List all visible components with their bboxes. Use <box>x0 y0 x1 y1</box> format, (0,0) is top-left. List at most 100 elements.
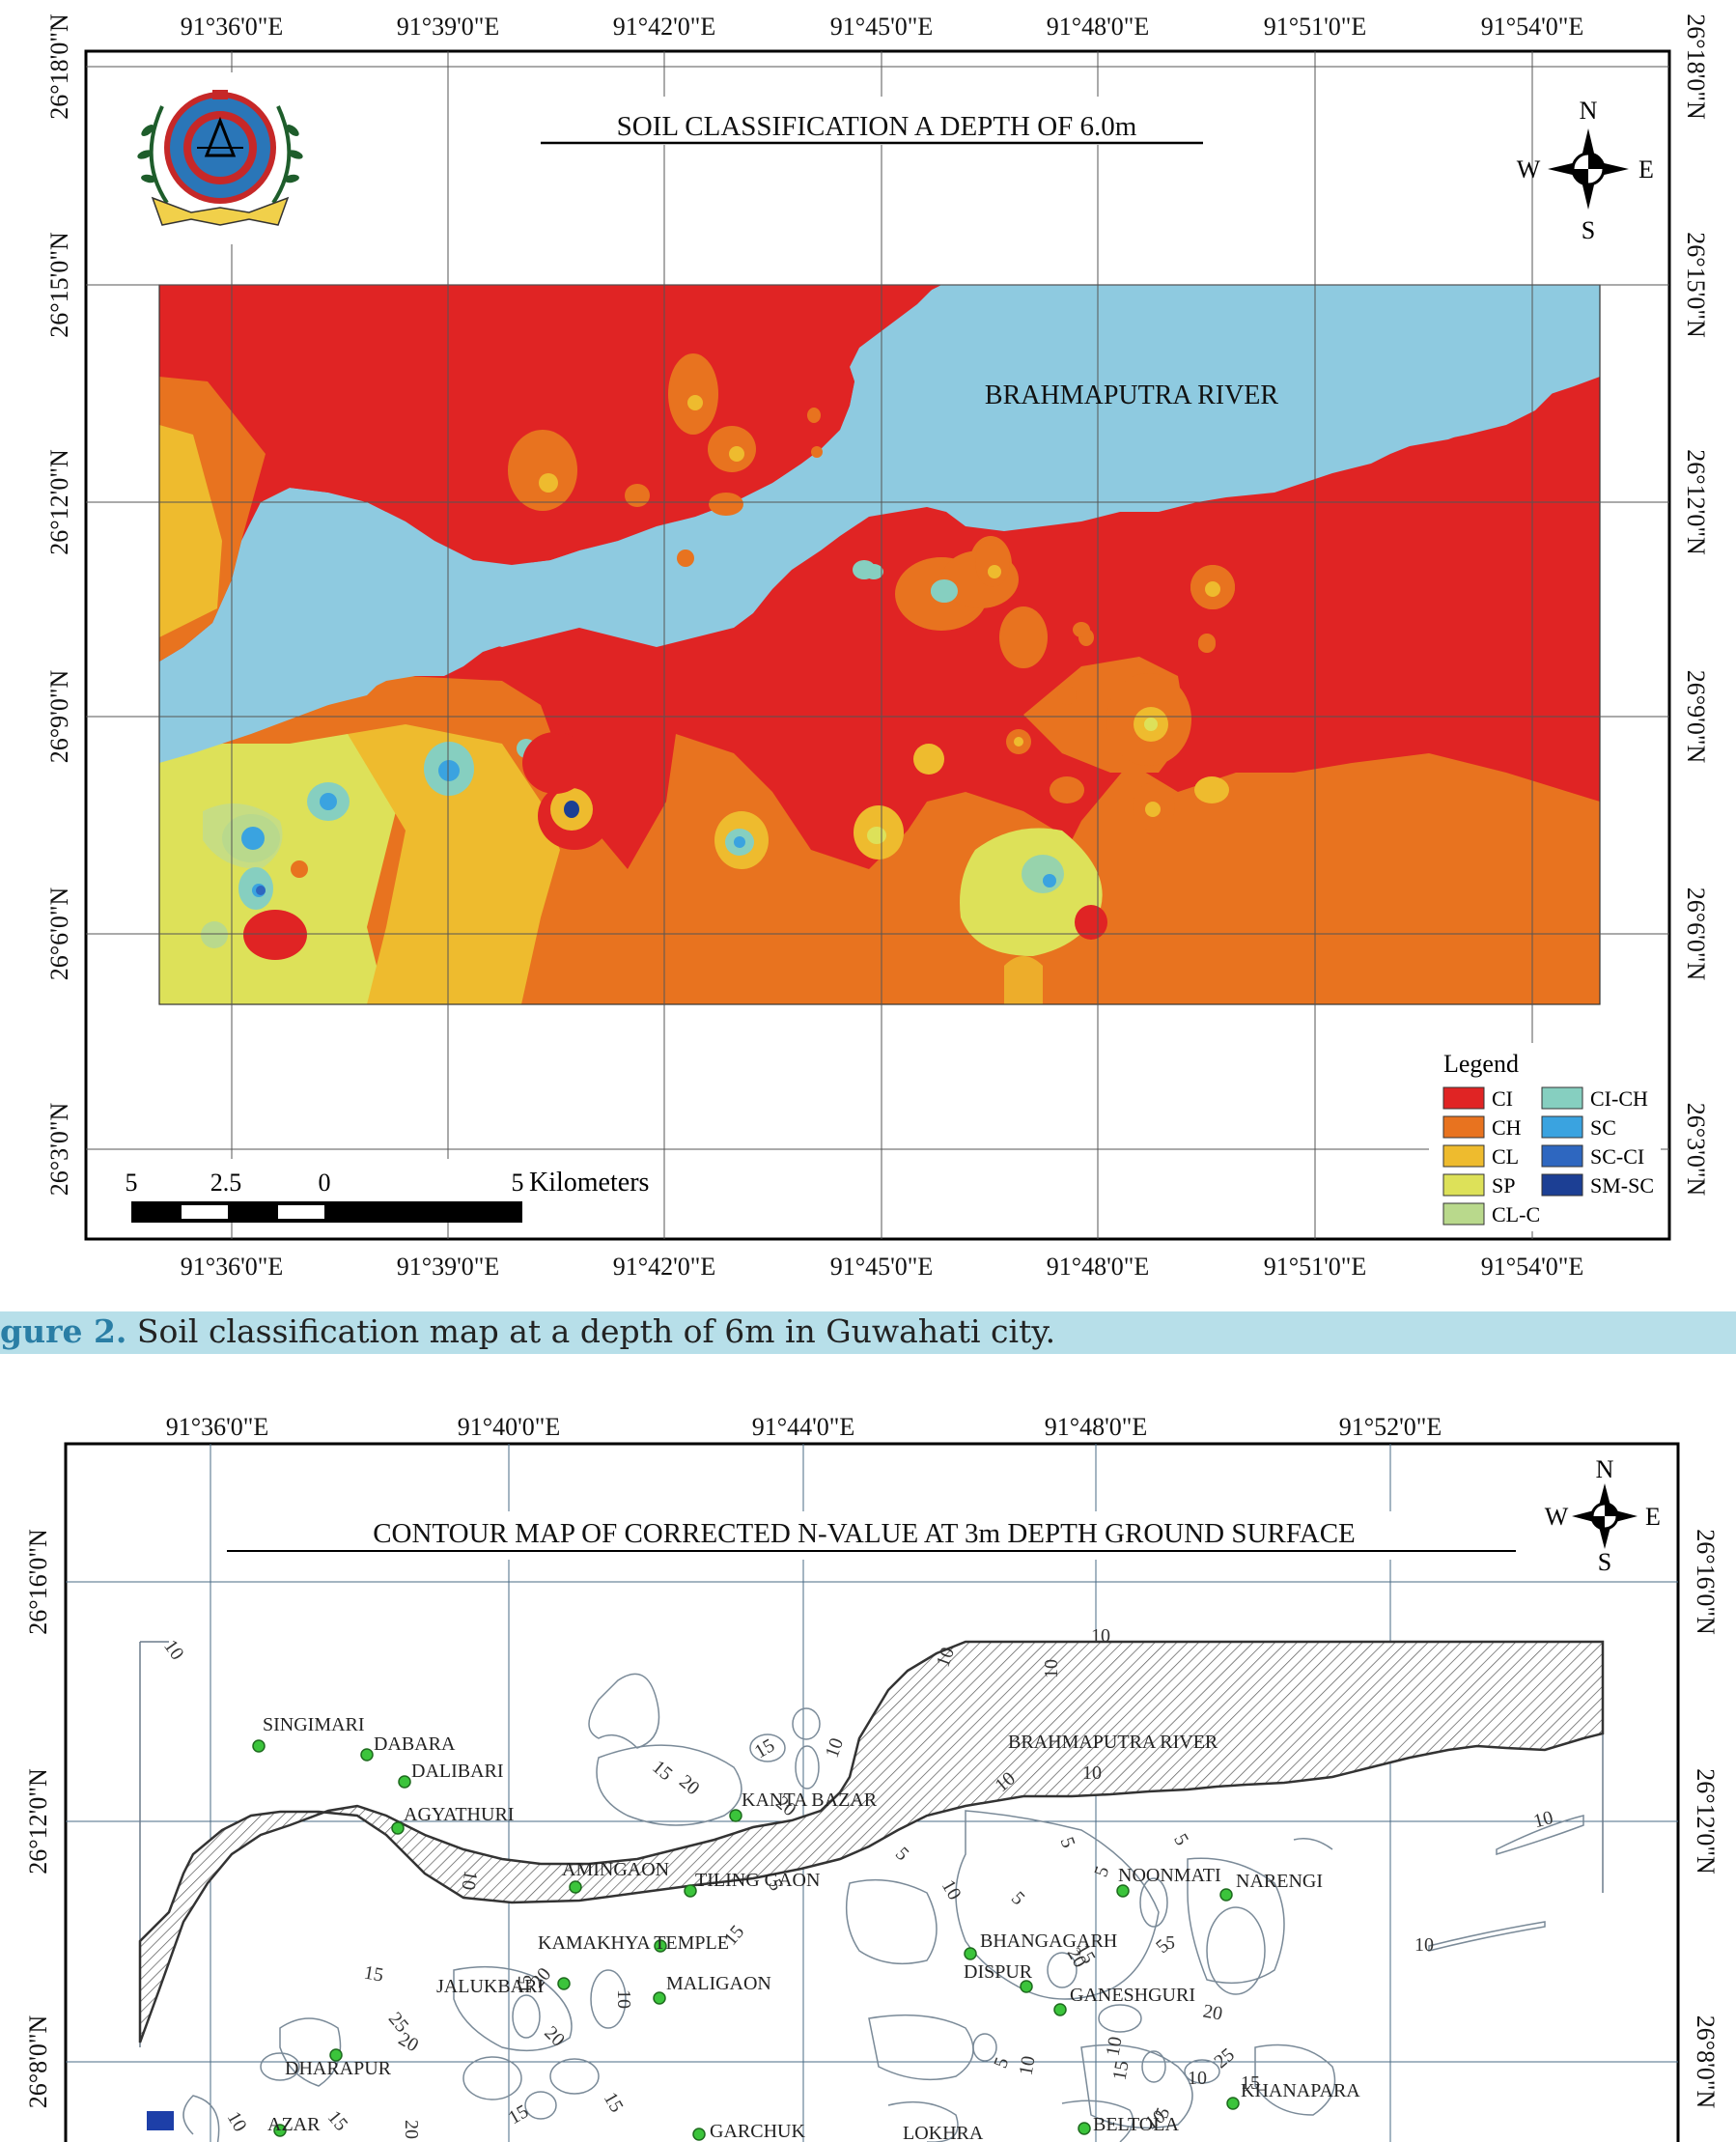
contour-label: 20 <box>540 2022 569 2051</box>
place-marker <box>653 1991 666 2005</box>
legend-label-sc: SC <box>1590 1115 1616 1140</box>
lon-label: 91°39'0"E <box>397 1253 500 1281</box>
lat-label: 26°15'0"N <box>1682 232 1710 338</box>
legend-label-sc-ci: SC-CI <box>1590 1144 1644 1169</box>
contour-label: 10 <box>938 1876 966 1903</box>
place-marker <box>329 2048 343 2062</box>
place-label: KHANAPARA <box>1241 2080 1360 2101</box>
compass-n: N <box>1596 1455 1614 1483</box>
places: SINGIMARI DABARA DALIBARI AGYATHURI KANTA BA… <box>252 1714 1360 2142</box>
scale-label: 5 <box>512 1169 524 1197</box>
lat-label: 26°18'0"N <box>45 14 73 120</box>
place-label: AZAR <box>267 2114 321 2135</box>
place-label: DHARAPUR <box>285 2058 392 2079</box>
place-marker <box>654 1939 667 1953</box>
compass-s: S <box>1598 1548 1611 1576</box>
river-label: BRAHMAPUTRA RIVER <box>985 380 1278 410</box>
place-marker <box>391 1821 405 1835</box>
contour-label: 5 <box>1090 1863 1113 1879</box>
map1-lon-labels-bottom: 91°36'0"E 91°39'0"E 91°42'0"E 91°45'0"E … <box>181 1253 1584 1281</box>
lon-label: 91°51'0"E <box>1264 13 1367 41</box>
legend: Legend CI CH CL SP CL-C CI-CH SC SC-CI SM-SC <box>1429 1043 1661 1231</box>
compass-w: W <box>1517 155 1541 183</box>
lon-label: 91°42'0"E <box>613 13 716 41</box>
legend-label-cl: CL <box>1492 1144 1519 1169</box>
legend-label-ch: CH <box>1492 1115 1522 1140</box>
legend-swatch-ci-ch <box>1541 1086 1583 1110</box>
contour-label: 10 <box>1041 1659 1062 1678</box>
zone-sp-se <box>960 828 1103 956</box>
contour-map: 91°36'0"E 91°40'0"E 91°44'0"E 91°48'0"E … <box>24 1413 1720 2142</box>
place-marker <box>1053 2003 1067 2016</box>
lat-label: 26°15'0"N <box>45 232 73 338</box>
contour-label: 5 <box>1056 1834 1079 1850</box>
lon-label: 91°40'0"E <box>458 1413 561 1441</box>
contour-label: 5 <box>1165 1932 1175 1954</box>
place-label: GANESHGURI <box>1070 1985 1195 2006</box>
map1-title: SOIL CLASSIFICATION A DEPTH OF 6.0m <box>617 111 1137 142</box>
lon-label: 91°48'0"E <box>1047 1253 1150 1281</box>
map1-graticule <box>86 51 1669 1239</box>
soil-map: 91°36'0"E 91°39'0"E 91°42'0"E 91°45'0"E … <box>45 13 1710 1281</box>
legend-label-sp: SP <box>1492 1173 1515 1198</box>
scale-label: 0 <box>319 1169 331 1197</box>
place-label: DISPUR <box>964 1961 1033 1983</box>
place-marker <box>1020 1980 1033 1993</box>
map1-frame <box>84 49 1671 1241</box>
lat-label: 26°12'0"N <box>24 1768 52 1874</box>
place-label: KANTA BAZAR <box>742 1790 878 1811</box>
place-marker <box>273 2124 287 2137</box>
place-label: MALIGAON <box>666 1973 771 1994</box>
place-marker <box>692 2128 706 2141</box>
caption-text: gure 2. Soil classification map at a dep… <box>0 1312 1055 1350</box>
lon-label: 91°48'0"E <box>1045 1413 1148 1441</box>
contour-label: 15 <box>362 1962 385 1987</box>
river-hatch <box>138 1640 1605 2043</box>
contour-label: 15 <box>515 1975 536 1994</box>
place-marker <box>398 1775 411 1789</box>
contour-label: 15 <box>1109 2059 1134 2082</box>
legend-swatch-sc-ci <box>1541 1144 1583 1168</box>
place-label: BHANGAGARH <box>980 1931 1117 1952</box>
contour-label: 20 <box>675 1771 703 1800</box>
lat-label: 26°3'0"N <box>1682 1103 1710 1197</box>
place-label: BELTOLA <box>1093 2114 1179 2135</box>
lon-label: 91°42'0"E <box>613 1253 716 1281</box>
lat-label: 26°16'0"N <box>1692 1529 1720 1635</box>
lat-label: 26°16'0"N <box>24 1529 52 1635</box>
contour-lines <box>182 1673 1584 2142</box>
map2-lon-labels: 91°36'0"E 91°40'0"E 91°44'0"E 91°48'0"E … <box>166 1413 1442 1441</box>
legend-swatch-cl <box>1442 1144 1485 1168</box>
compass-rose: N S W E <box>1517 97 1654 244</box>
lat-label: 26°9'0"N <box>1682 670 1710 764</box>
contour-label: 25 <box>1210 2044 1238 2073</box>
map2-lat-labels-right: 26°16'0"N 26°12'0"N 26°8'0"N <box>1692 1529 1720 2108</box>
contour-label: 5 <box>990 2054 1013 2071</box>
north-blobs <box>159 353 823 662</box>
map1-lat-labels-right: 26°18'0"N 26°15'0"N 26°12'0"N 26°9'0"N 2… <box>1682 14 1710 1196</box>
caption-body: Soil classification map at a depth of 6m… <box>126 1312 1055 1350</box>
legend-title: Legend <box>1443 1050 1519 1078</box>
place-marker <box>964 1947 977 1960</box>
legend-label-cl-c: CL-C <box>1492 1202 1540 1226</box>
compass-e: E <box>1638 155 1654 183</box>
place-marker <box>1219 1888 1233 1902</box>
lat-label: 26°18'0"N <box>1682 14 1710 120</box>
zone-cl-se <box>1004 956 1043 1004</box>
contour-label: 15 <box>648 1757 676 1786</box>
place-label: GARCHUK <box>710 2121 805 2142</box>
place-marker <box>569 1880 582 1894</box>
lat-label: 26°3'0"N <box>45 1103 73 1197</box>
contour-label: 10 <box>159 1636 187 1664</box>
lat-label: 26°8'0"N <box>1692 2015 1720 2109</box>
lon-label: 91°39'0"E <box>397 13 500 41</box>
lon-label: 91°45'0"E <box>830 13 934 41</box>
lon-label: 91°51'0"E <box>1264 1253 1367 1281</box>
place-marker <box>1078 2122 1091 2135</box>
place-marker <box>360 1748 374 1762</box>
figure-caption: gure 2. Soil classification map at a dep… <box>0 1311 1736 1354</box>
lon-label: 91°45'0"E <box>830 1253 934 1281</box>
scale-bar: 5 2.5 0 5 Kilometers <box>126 1159 649 1223</box>
contour-label: 10 <box>223 2108 251 2135</box>
